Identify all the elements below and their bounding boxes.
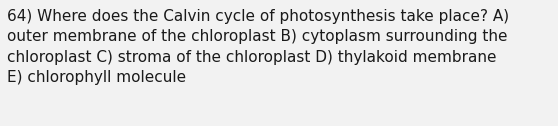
Text: 64) Where does the Calvin cycle of photosynthesis take place? A)
outer membrane : 64) Where does the Calvin cycle of photo…	[7, 9, 509, 85]
